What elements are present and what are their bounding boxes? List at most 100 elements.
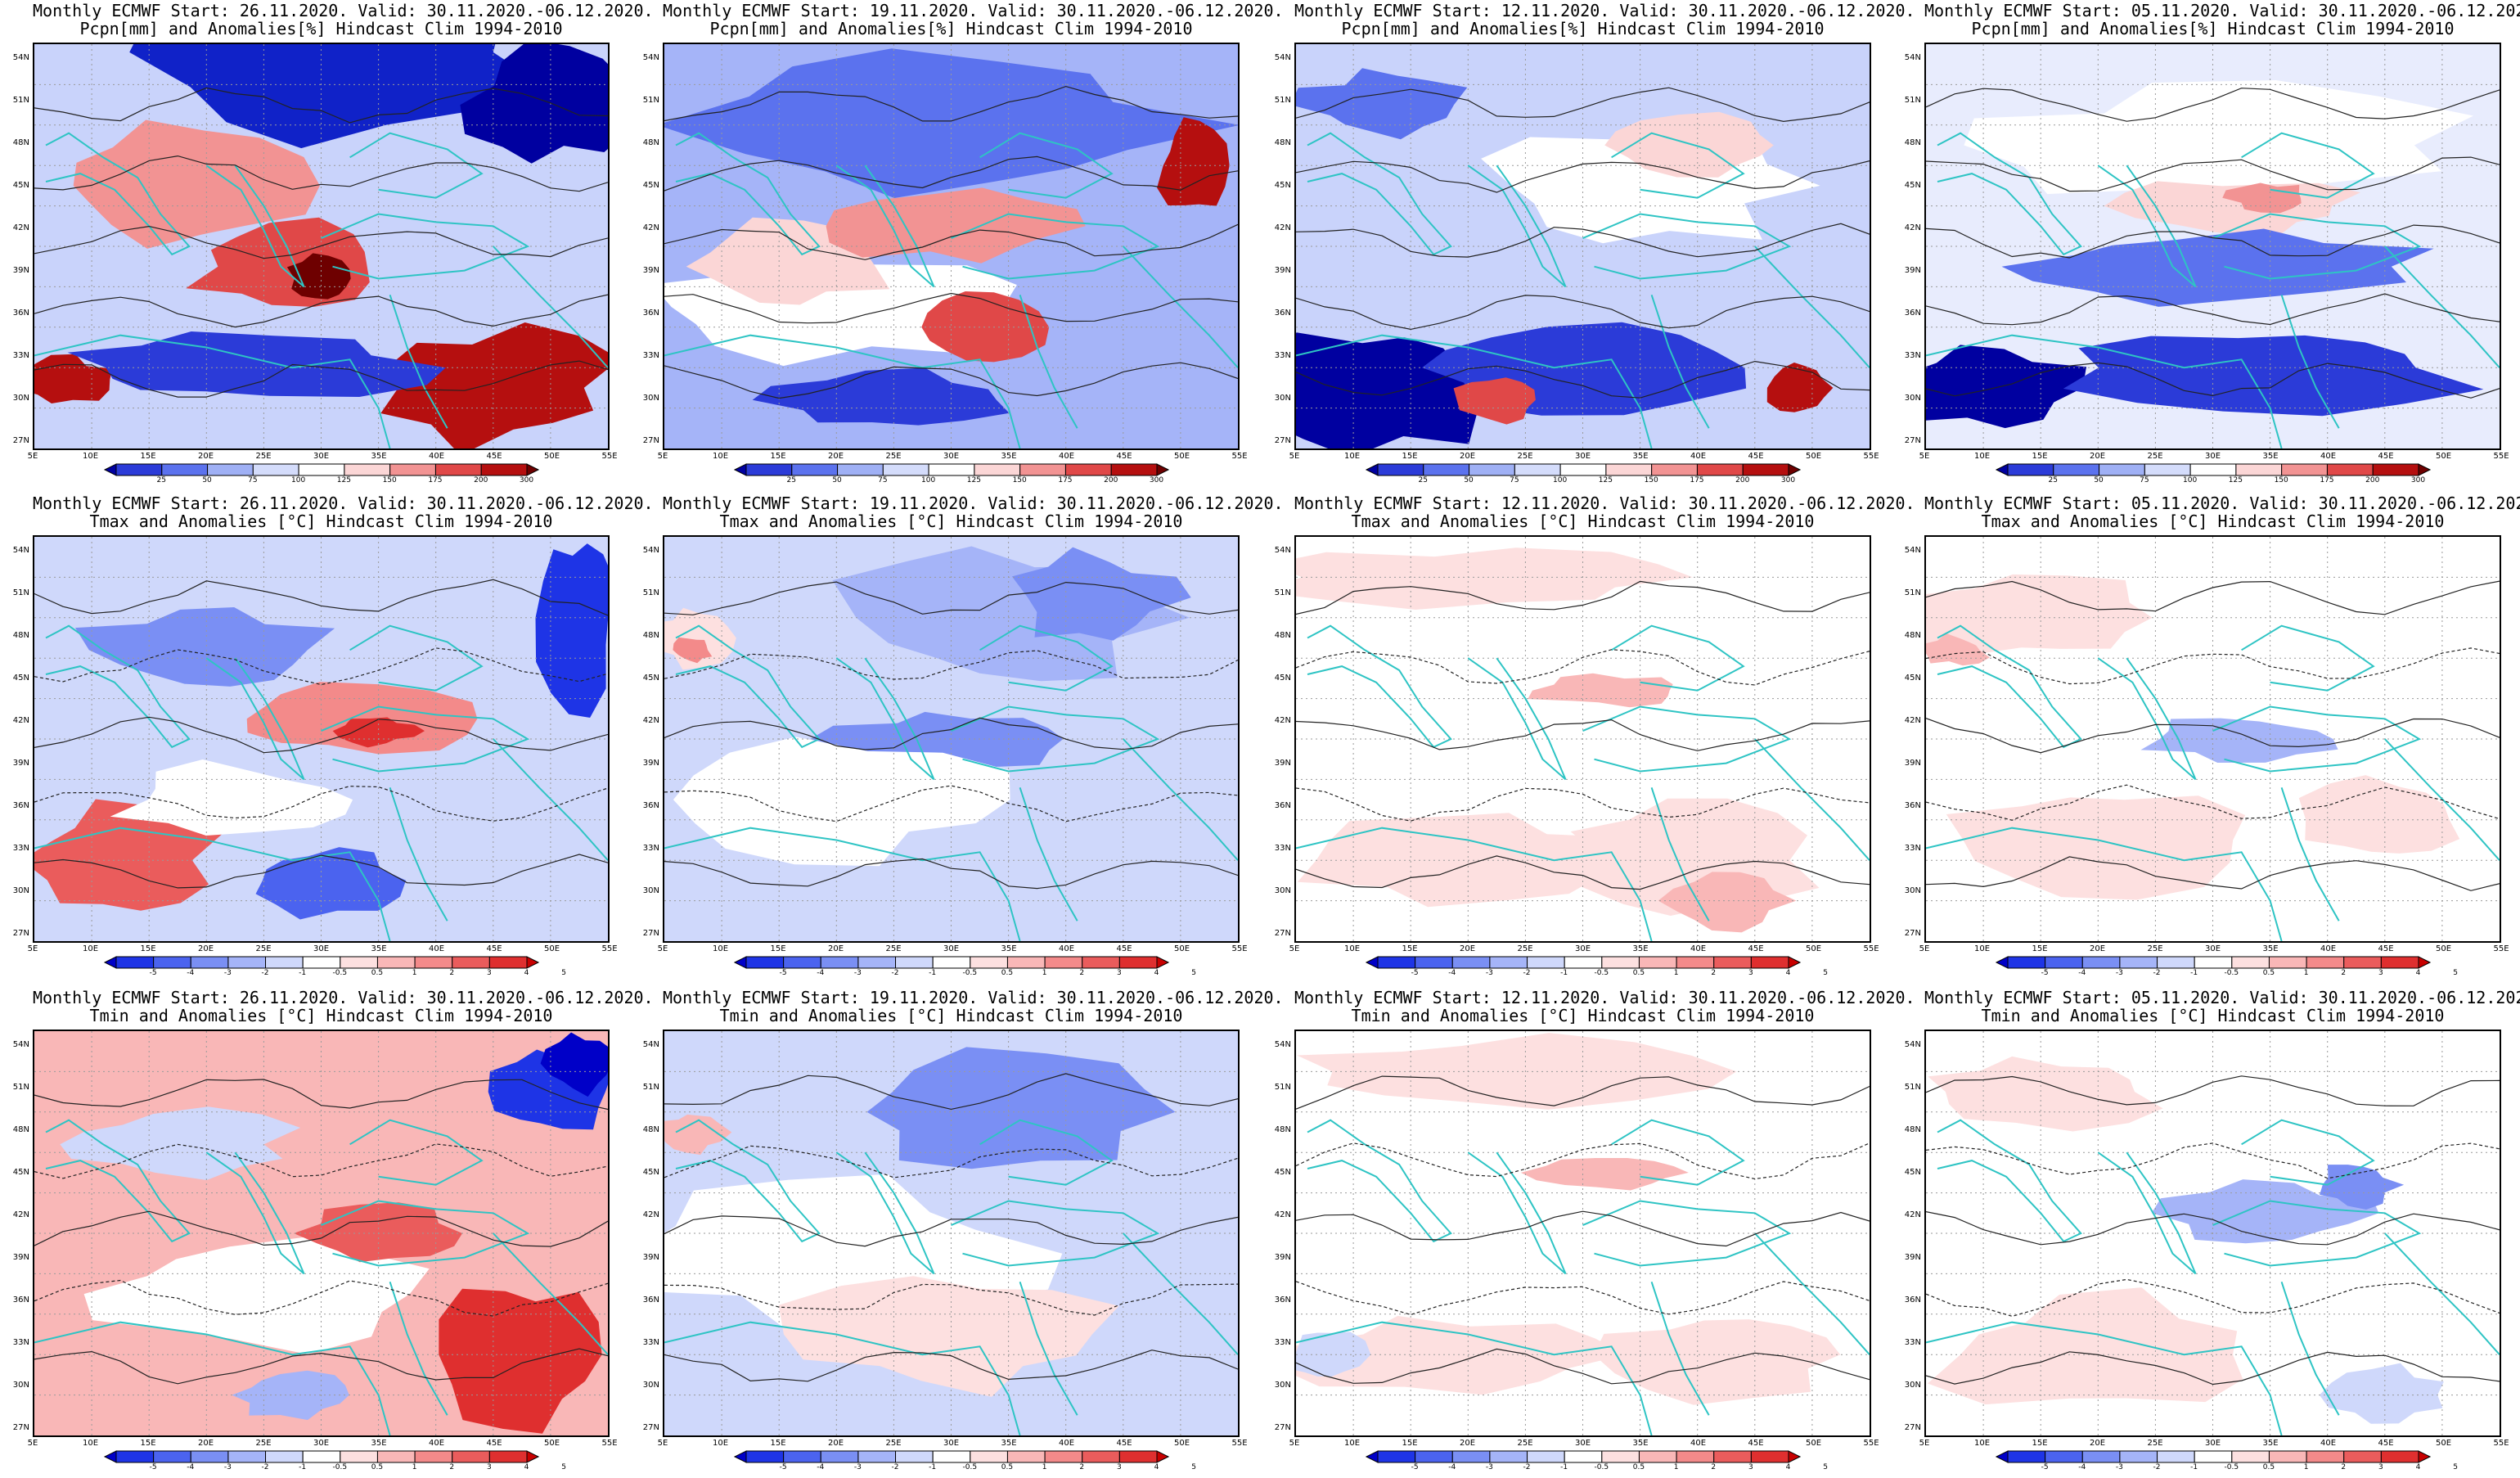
colorbar-label: 5 — [561, 1463, 566, 1471]
temperature-anomaly-map — [663, 535, 1240, 943]
isoline — [1296, 719, 1870, 751]
coastline — [1926, 1321, 2283, 1435]
colorbar-label: 125 — [966, 476, 981, 484]
latitude-label: 39N — [1274, 266, 1291, 275]
isoline — [1926, 1351, 2500, 1386]
isoline — [664, 223, 1238, 260]
latitude-label: 48N — [1274, 138, 1291, 147]
longitude-label: 30E — [943, 944, 960, 953]
colorbar-label: -0.5 — [332, 1463, 348, 1471]
colorbar-label: 4 — [1785, 1463, 1791, 1471]
longitude-label: 35E — [371, 1439, 387, 1448]
colorbar-segment — [1559, 463, 1606, 476]
latitude-label: 48N — [642, 138, 659, 147]
longitude-label: 25E — [255, 1439, 272, 1448]
colorbar-segment — [480, 463, 528, 476]
longitude-label: 20E — [827, 452, 844, 461]
colorbar-segment — [103, 463, 116, 476]
coastline — [1926, 827, 2283, 941]
latitude-label: 54N — [642, 546, 659, 555]
colorbar-segment — [1081, 956, 1120, 969]
colorbar-segment — [2380, 956, 2419, 969]
coastline — [1019, 786, 1078, 921]
isoline — [1296, 649, 1870, 686]
colorbar-label: -4 — [2078, 1463, 2086, 1471]
colorbar-segment — [1365, 1450, 1378, 1463]
longitude-label: 25E — [255, 944, 272, 953]
colorbar-segment — [1451, 956, 1490, 969]
coastline — [1019, 1281, 1078, 1416]
isoline — [1296, 855, 1870, 890]
colorbar: -5 -4 -3 -2 -1 -0.5 0.5 1 2 3 4 5 — [1365, 956, 1828, 980]
panel-title-line1: Monthly ECMWF Start: 12.11.2020. Valid: … — [1294, 988, 1915, 1007]
colorbar-segment — [2268, 956, 2307, 969]
colorbar-segment — [2156, 956, 2195, 969]
isoline — [34, 1279, 608, 1317]
coastline — [2241, 132, 2375, 199]
longitude-label: 50E — [1805, 944, 1822, 953]
isoline — [1926, 647, 2500, 685]
coastline — [389, 786, 448, 921]
longitude-label: 50E — [2435, 452, 2452, 461]
colorbar-label: 3 — [1116, 969, 1122, 977]
colorbar-label: 150 — [1644, 476, 1658, 484]
longitude-label: 40E — [1058, 944, 1075, 953]
latitude-label: 42N — [12, 716, 29, 725]
panel-variable-title: Pcpn[mm] and Anomalies[%] Hindcast Clim … — [1341, 19, 1825, 38]
longitude-label: 40E — [2320, 452, 2337, 461]
latitude-label: 51N — [12, 96, 29, 105]
anomaly-region — [1658, 872, 1797, 933]
longitude-label: 25E — [2147, 944, 2163, 953]
longitude-label: 5E — [27, 944, 38, 953]
anomaly-region — [1297, 1033, 1737, 1110]
colorbar-label: 300 — [519, 476, 534, 484]
colorbar-segment — [1006, 1450, 1046, 1463]
isoline — [664, 85, 1238, 122]
colorbar-label: -5 — [149, 969, 157, 977]
coastline — [675, 132, 821, 256]
anomaly-region — [2151, 1179, 2379, 1244]
isoline — [664, 292, 1238, 324]
colorbar-label: 4 — [2415, 969, 2421, 977]
colorbar-label: 0.5 — [2262, 1463, 2275, 1471]
longitude-label: 20E — [1459, 944, 1476, 953]
forecast-panel: Monthly ECMWF Start: 26.11.2020. Valid: … — [13, 493, 654, 984]
latitude-label: 42N — [12, 1210, 29, 1219]
panel-variable-title: Tmax and Anomalies [°C] Hindcast Clim 19… — [719, 511, 1183, 531]
colorbar-label: -2 — [2153, 1463, 2161, 1471]
latitude-label: 30N — [1904, 394, 1921, 403]
colorbar-segment — [1696, 463, 1744, 476]
latitude-label: 27N — [12, 929, 29, 938]
colorbar-segment — [932, 1450, 970, 1463]
anomaly-region — [129, 44, 565, 149]
colorbar-label: 25 — [2048, 476, 2058, 484]
coastline — [2384, 1232, 2500, 1355]
colorbar-segment — [733, 956, 746, 969]
coastline — [349, 132, 484, 199]
latitude-label: 30N — [1274, 886, 1291, 895]
latitude-label: 51N — [1904, 96, 1921, 105]
forecast-panel: Monthly ECMWF Start: 05.11.2020. Valid: … — [1905, 493, 2520, 984]
latitude-label: 48N — [1904, 138, 1921, 147]
coastline — [349, 1119, 484, 1186]
panel-title: Monthly ECMWF Start: 05.11.2020. Valid: … — [1924, 989, 2520, 1025]
colorbar-label: 100 — [2183, 476, 2198, 484]
colorbar-label: -5 — [149, 1463, 157, 1471]
longitude-label: 45E — [1116, 944, 1132, 953]
anomaly-region — [1926, 574, 2153, 658]
longitude-label: 15E — [140, 1439, 156, 1448]
colorbar-segment — [2194, 956, 2232, 969]
colorbar-label: 2 — [1711, 969, 1717, 977]
colorbar-segment — [115, 956, 154, 969]
colorbar-label: 0.5 — [2262, 969, 2275, 977]
longitude-label: 40E — [428, 1439, 445, 1448]
longitude-label: 5E — [1289, 452, 1300, 461]
latitude-label: 30N — [12, 886, 29, 895]
colorbar-label: -2 — [261, 1463, 269, 1471]
colorbar-segment — [1110, 463, 1158, 476]
latitude-label: 27N — [1904, 1423, 1921, 1432]
latitude-label: 42N — [12, 223, 29, 232]
latitude-label: 33N — [12, 351, 29, 360]
latitude-label: 36N — [12, 801, 29, 810]
colorbar-segment — [2052, 463, 2099, 476]
